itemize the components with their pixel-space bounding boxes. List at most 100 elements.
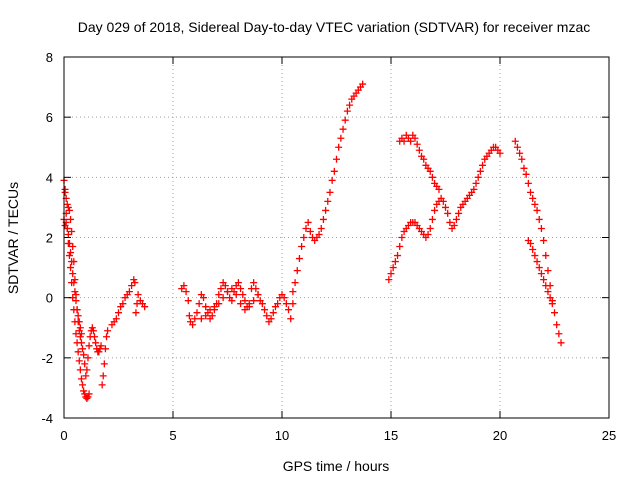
data-point (75, 318, 83, 326)
axis-ticks: 0 5 10 15 20 25 -4 -2 0 2 4 6 8 (41, 50, 616, 443)
data-point (306, 227, 314, 235)
data-point (455, 209, 463, 217)
data-point (91, 333, 99, 341)
data-point (67, 249, 75, 257)
data-point (470, 185, 478, 193)
y-tick-label: 4 (46, 170, 53, 185)
data-point (516, 149, 524, 157)
data-point (476, 167, 484, 175)
data-point (88, 324, 96, 332)
data-point (511, 137, 519, 145)
data-point (529, 194, 537, 202)
data-point (77, 375, 85, 383)
series-3 (108, 276, 149, 329)
data-point (208, 312, 216, 320)
data-point (339, 125, 347, 133)
data-point (64, 203, 72, 211)
data-point (315, 230, 323, 238)
data-point (274, 300, 282, 308)
data-point (527, 188, 535, 196)
data-point (343, 107, 351, 115)
series-7 (385, 143, 504, 284)
data-point (72, 297, 80, 305)
data-point (300, 234, 308, 241)
data-point (131, 279, 139, 287)
data-point (557, 339, 565, 347)
data-point (398, 234, 406, 241)
data-point (101, 345, 109, 353)
data-point (63, 224, 71, 232)
data-point (479, 161, 487, 169)
data-point (82, 372, 90, 380)
data-point (439, 197, 447, 205)
data-point (250, 297, 258, 305)
data-point (92, 339, 100, 347)
data-point (245, 303, 253, 311)
data-point (195, 300, 203, 308)
data-point (428, 215, 436, 223)
data-point (389, 264, 397, 272)
data-point (210, 303, 218, 311)
data-point (119, 300, 127, 308)
data-point (80, 351, 88, 359)
data-point (282, 300, 290, 308)
data-point (551, 309, 558, 317)
data-point (535, 215, 543, 223)
data-point (73, 306, 81, 314)
data-point (387, 270, 395, 278)
data-point (394, 252, 402, 260)
data-point (71, 276, 79, 284)
data-point (61, 188, 69, 196)
data-point (73, 339, 81, 347)
data-point (411, 134, 419, 142)
data-point (193, 309, 201, 317)
data-point (85, 342, 93, 350)
data-point (304, 218, 312, 226)
data-point (322, 206, 330, 214)
data-point (548, 300, 556, 308)
data-point (496, 149, 504, 157)
data-point (217, 285, 225, 293)
data-point (237, 285, 245, 293)
data-point (115, 309, 122, 317)
data-point (319, 215, 327, 223)
data-point (65, 252, 73, 260)
data-point (250, 279, 258, 287)
data-point (385, 276, 393, 284)
data-point (452, 215, 460, 223)
data-point (326, 188, 334, 196)
data-point (415, 146, 423, 154)
data-point (295, 255, 303, 263)
data-point (555, 330, 563, 338)
data-point (450, 221, 458, 229)
data-point (74, 348, 82, 356)
data-point (202, 312, 210, 320)
data-point (285, 306, 293, 314)
data-point (228, 285, 236, 293)
data-point (546, 294, 554, 302)
data-point (413, 140, 421, 148)
chart-title: Day 029 of 2018, Sidereal Day-to-day VTE… (78, 19, 591, 35)
data-point (533, 206, 541, 214)
y-tick-label: 6 (46, 110, 53, 125)
data-point (189, 321, 197, 329)
data-point (197, 315, 205, 323)
data-point (83, 366, 91, 374)
data-point (333, 155, 340, 163)
data-point (228, 297, 236, 305)
data-point (544, 267, 552, 275)
data-point (346, 101, 354, 109)
data-point (69, 243, 77, 251)
data-point (224, 288, 231, 296)
data-point (533, 258, 541, 266)
data-point (134, 291, 142, 299)
data-point (95, 348, 103, 356)
x-tick-label: 25 (602, 428, 616, 443)
data-point (184, 297, 192, 305)
data-point (239, 291, 247, 299)
data-point (289, 288, 297, 296)
data-point (70, 279, 78, 287)
data-point (67, 264, 75, 272)
data-point (435, 185, 443, 193)
data-point (317, 224, 325, 232)
